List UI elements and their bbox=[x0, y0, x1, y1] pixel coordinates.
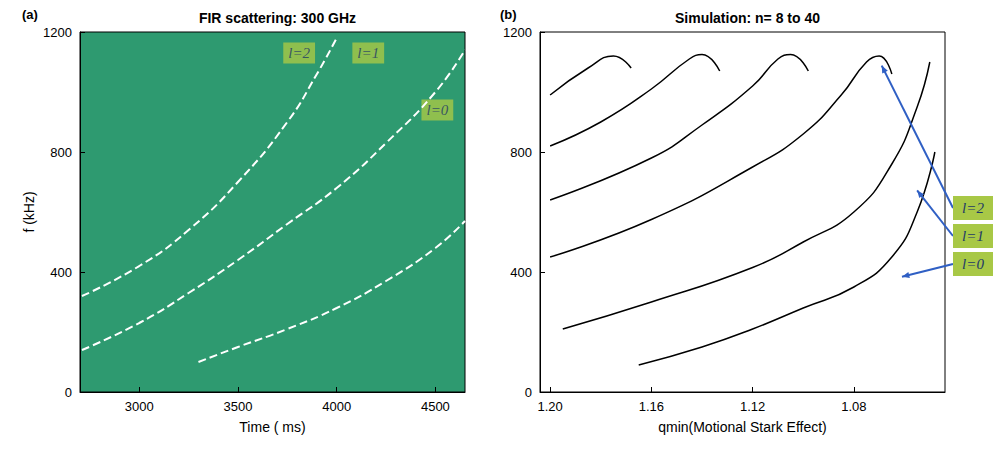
svg-text:Simulation: n= 8 to 40: Simulation: n= 8 to 40 bbox=[675, 10, 820, 26]
svg-text:1.12: 1.12 bbox=[740, 399, 765, 414]
svg-text:400: 400 bbox=[50, 265, 72, 280]
svg-text:l=0: l=0 bbox=[962, 256, 984, 272]
svg-text:800: 800 bbox=[50, 145, 72, 160]
svg-text:f (kHz): f (kHz) bbox=[21, 191, 37, 232]
svg-text:l=1: l=1 bbox=[357, 45, 379, 61]
svg-text:400: 400 bbox=[510, 265, 532, 280]
svg-text:FIR scattering: 300 GHz: FIR scattering: 300 GHz bbox=[199, 10, 356, 26]
svg-text:(b): (b) bbox=[500, 7, 517, 22]
svg-text:0: 0 bbox=[525, 385, 532, 400]
svg-text:1200: 1200 bbox=[503, 25, 532, 40]
svg-text:l=2: l=2 bbox=[962, 200, 984, 216]
svg-text:l=0: l=0 bbox=[426, 102, 448, 118]
svg-text:1.20: 1.20 bbox=[537, 399, 562, 414]
svg-text:0: 0 bbox=[65, 385, 72, 400]
svg-text:1200: 1200 bbox=[43, 25, 72, 40]
svg-text:Time ( ms): Time ( ms) bbox=[239, 419, 305, 435]
svg-text:3500: 3500 bbox=[223, 399, 252, 414]
svg-text:3000: 3000 bbox=[125, 399, 154, 414]
svg-text:l=1: l=1 bbox=[962, 228, 984, 244]
svg-text:800: 800 bbox=[510, 145, 532, 160]
svg-text:4000: 4000 bbox=[322, 399, 351, 414]
svg-text:l=2: l=2 bbox=[288, 45, 310, 61]
svg-text:1.08: 1.08 bbox=[841, 399, 866, 414]
svg-text:(a): (a) bbox=[22, 7, 38, 22]
svg-text:qmin(Motional Stark Effect): qmin(Motional Stark Effect) bbox=[658, 419, 827, 435]
svg-text:4500: 4500 bbox=[421, 399, 450, 414]
svg-text:1.16: 1.16 bbox=[639, 399, 664, 414]
